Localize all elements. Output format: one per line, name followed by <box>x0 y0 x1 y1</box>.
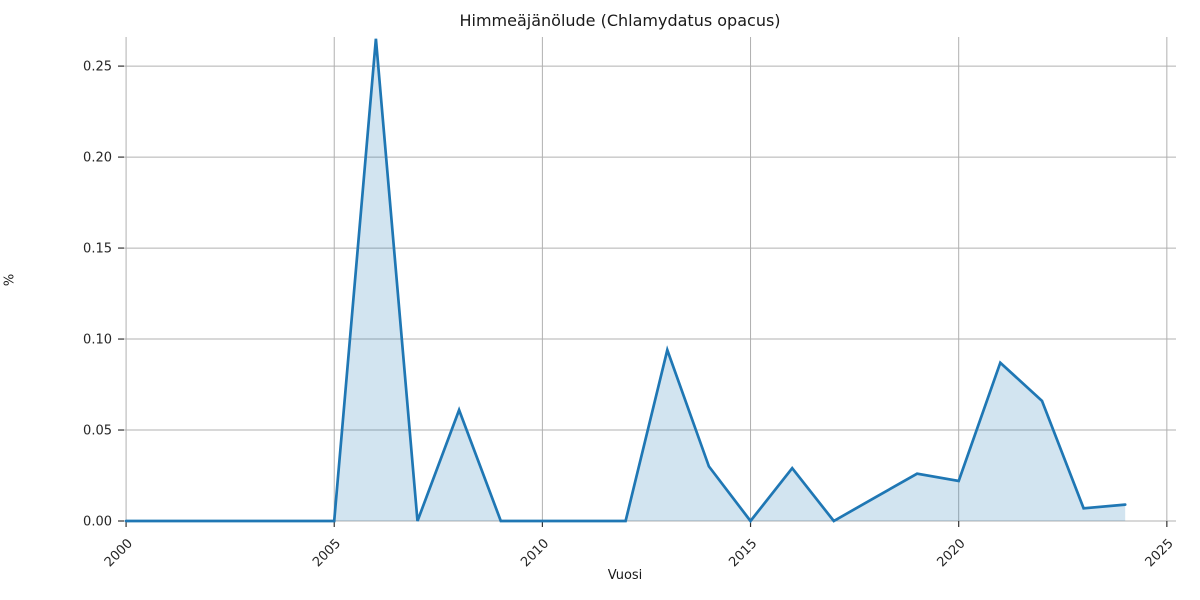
x-axis-label: Vuosi <box>607 568 643 583</box>
series-line <box>124 38 1127 524</box>
y-axis-label: % <box>2 273 18 287</box>
x-tick-label: 2005 <box>310 536 344 570</box>
y-tick-label: 0.05 <box>83 424 112 439</box>
x-tick-label: 2025 <box>1143 536 1177 570</box>
x-tick-label: 2015 <box>726 536 760 570</box>
y-tick-label: 0.00 <box>83 515 112 530</box>
series-area <box>126 38 1126 522</box>
y-tick-label: 0.10 <box>83 333 112 348</box>
y-tick-label: 0.15 <box>83 242 112 257</box>
x-tick-label: 2000 <box>102 536 136 570</box>
y-tick-label: 0.25 <box>83 60 112 75</box>
chart-title: Himmeäjänölude (Chlamydatus opacus) <box>459 11 781 30</box>
y-tick-label: 0.20 <box>83 151 112 166</box>
x-tick-label: 2010 <box>518 536 552 570</box>
x-tick-label: 2020 <box>935 536 969 570</box>
